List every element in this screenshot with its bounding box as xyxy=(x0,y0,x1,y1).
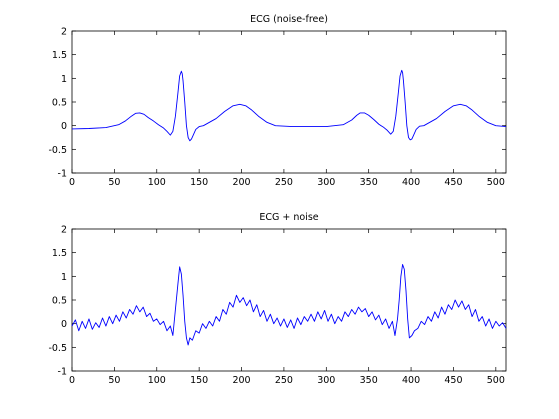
plot-area xyxy=(71,30,507,174)
x-tick-label: 0 xyxy=(69,177,75,188)
x-tick-label: 150 xyxy=(190,177,208,188)
y-tick-label: 1 xyxy=(61,272,67,283)
y-tick-label: -1 xyxy=(58,169,67,180)
x-tick-label: 450 xyxy=(444,375,462,386)
y-tick-label: 2 xyxy=(61,27,67,38)
series-line xyxy=(71,69,507,142)
x-tick-label: 250 xyxy=(275,177,293,188)
y-tick-label: 1 xyxy=(61,74,67,85)
x-tick-label: 50 xyxy=(108,375,120,386)
y-tick-label: -1 xyxy=(58,367,67,378)
chart-panel-with-noise: ECG + noise 0 50 100 150 200 250 300 350 400 450 5… xyxy=(48,212,507,386)
x-tick-label: 450 xyxy=(444,177,462,188)
x-tick-label: 500 xyxy=(487,375,505,386)
y-tick-label: -0.5 xyxy=(48,145,67,156)
x-tick-label: 0 xyxy=(69,375,75,386)
x-tick-label: 300 xyxy=(317,177,335,188)
x-tick-label: 500 xyxy=(487,177,505,188)
y-tick-label: 0 xyxy=(61,121,67,132)
y-tick-label: 0.5 xyxy=(52,98,67,109)
chart-title: ECG (noise-free) xyxy=(250,14,328,25)
x-tick-label: 150 xyxy=(190,375,208,386)
series-line xyxy=(71,264,507,346)
x-tick-label: 400 xyxy=(402,375,420,386)
x-tick-label: 100 xyxy=(148,177,166,188)
x-tick-label: 200 xyxy=(232,177,250,188)
x-tick-label: 100 xyxy=(148,375,166,386)
y-tick-label: 0.5 xyxy=(52,296,67,307)
x-tick-label: 400 xyxy=(402,177,420,188)
y-tick-label: 0 xyxy=(61,319,67,330)
chart-panel-noise-free: ECG (noise-free) 0 50 100 150 200 250 300 350 40… xyxy=(48,14,507,188)
x-tick-label: 50 xyxy=(108,177,120,188)
x-tick-label: 200 xyxy=(232,375,250,386)
y-tick-label: 1.5 xyxy=(52,50,67,61)
y-tick-label: 1.5 xyxy=(52,248,67,259)
x-tick-label: 300 xyxy=(317,375,335,386)
y-tick-label: -0.5 xyxy=(48,343,67,354)
plot-area xyxy=(71,228,507,372)
chart-title: ECG + noise xyxy=(259,212,318,223)
x-tick-label: 250 xyxy=(275,375,293,386)
y-tick-label: 2 xyxy=(61,225,67,236)
x-tick-label: 350 xyxy=(360,375,378,386)
x-tick-label: 350 xyxy=(360,177,378,188)
